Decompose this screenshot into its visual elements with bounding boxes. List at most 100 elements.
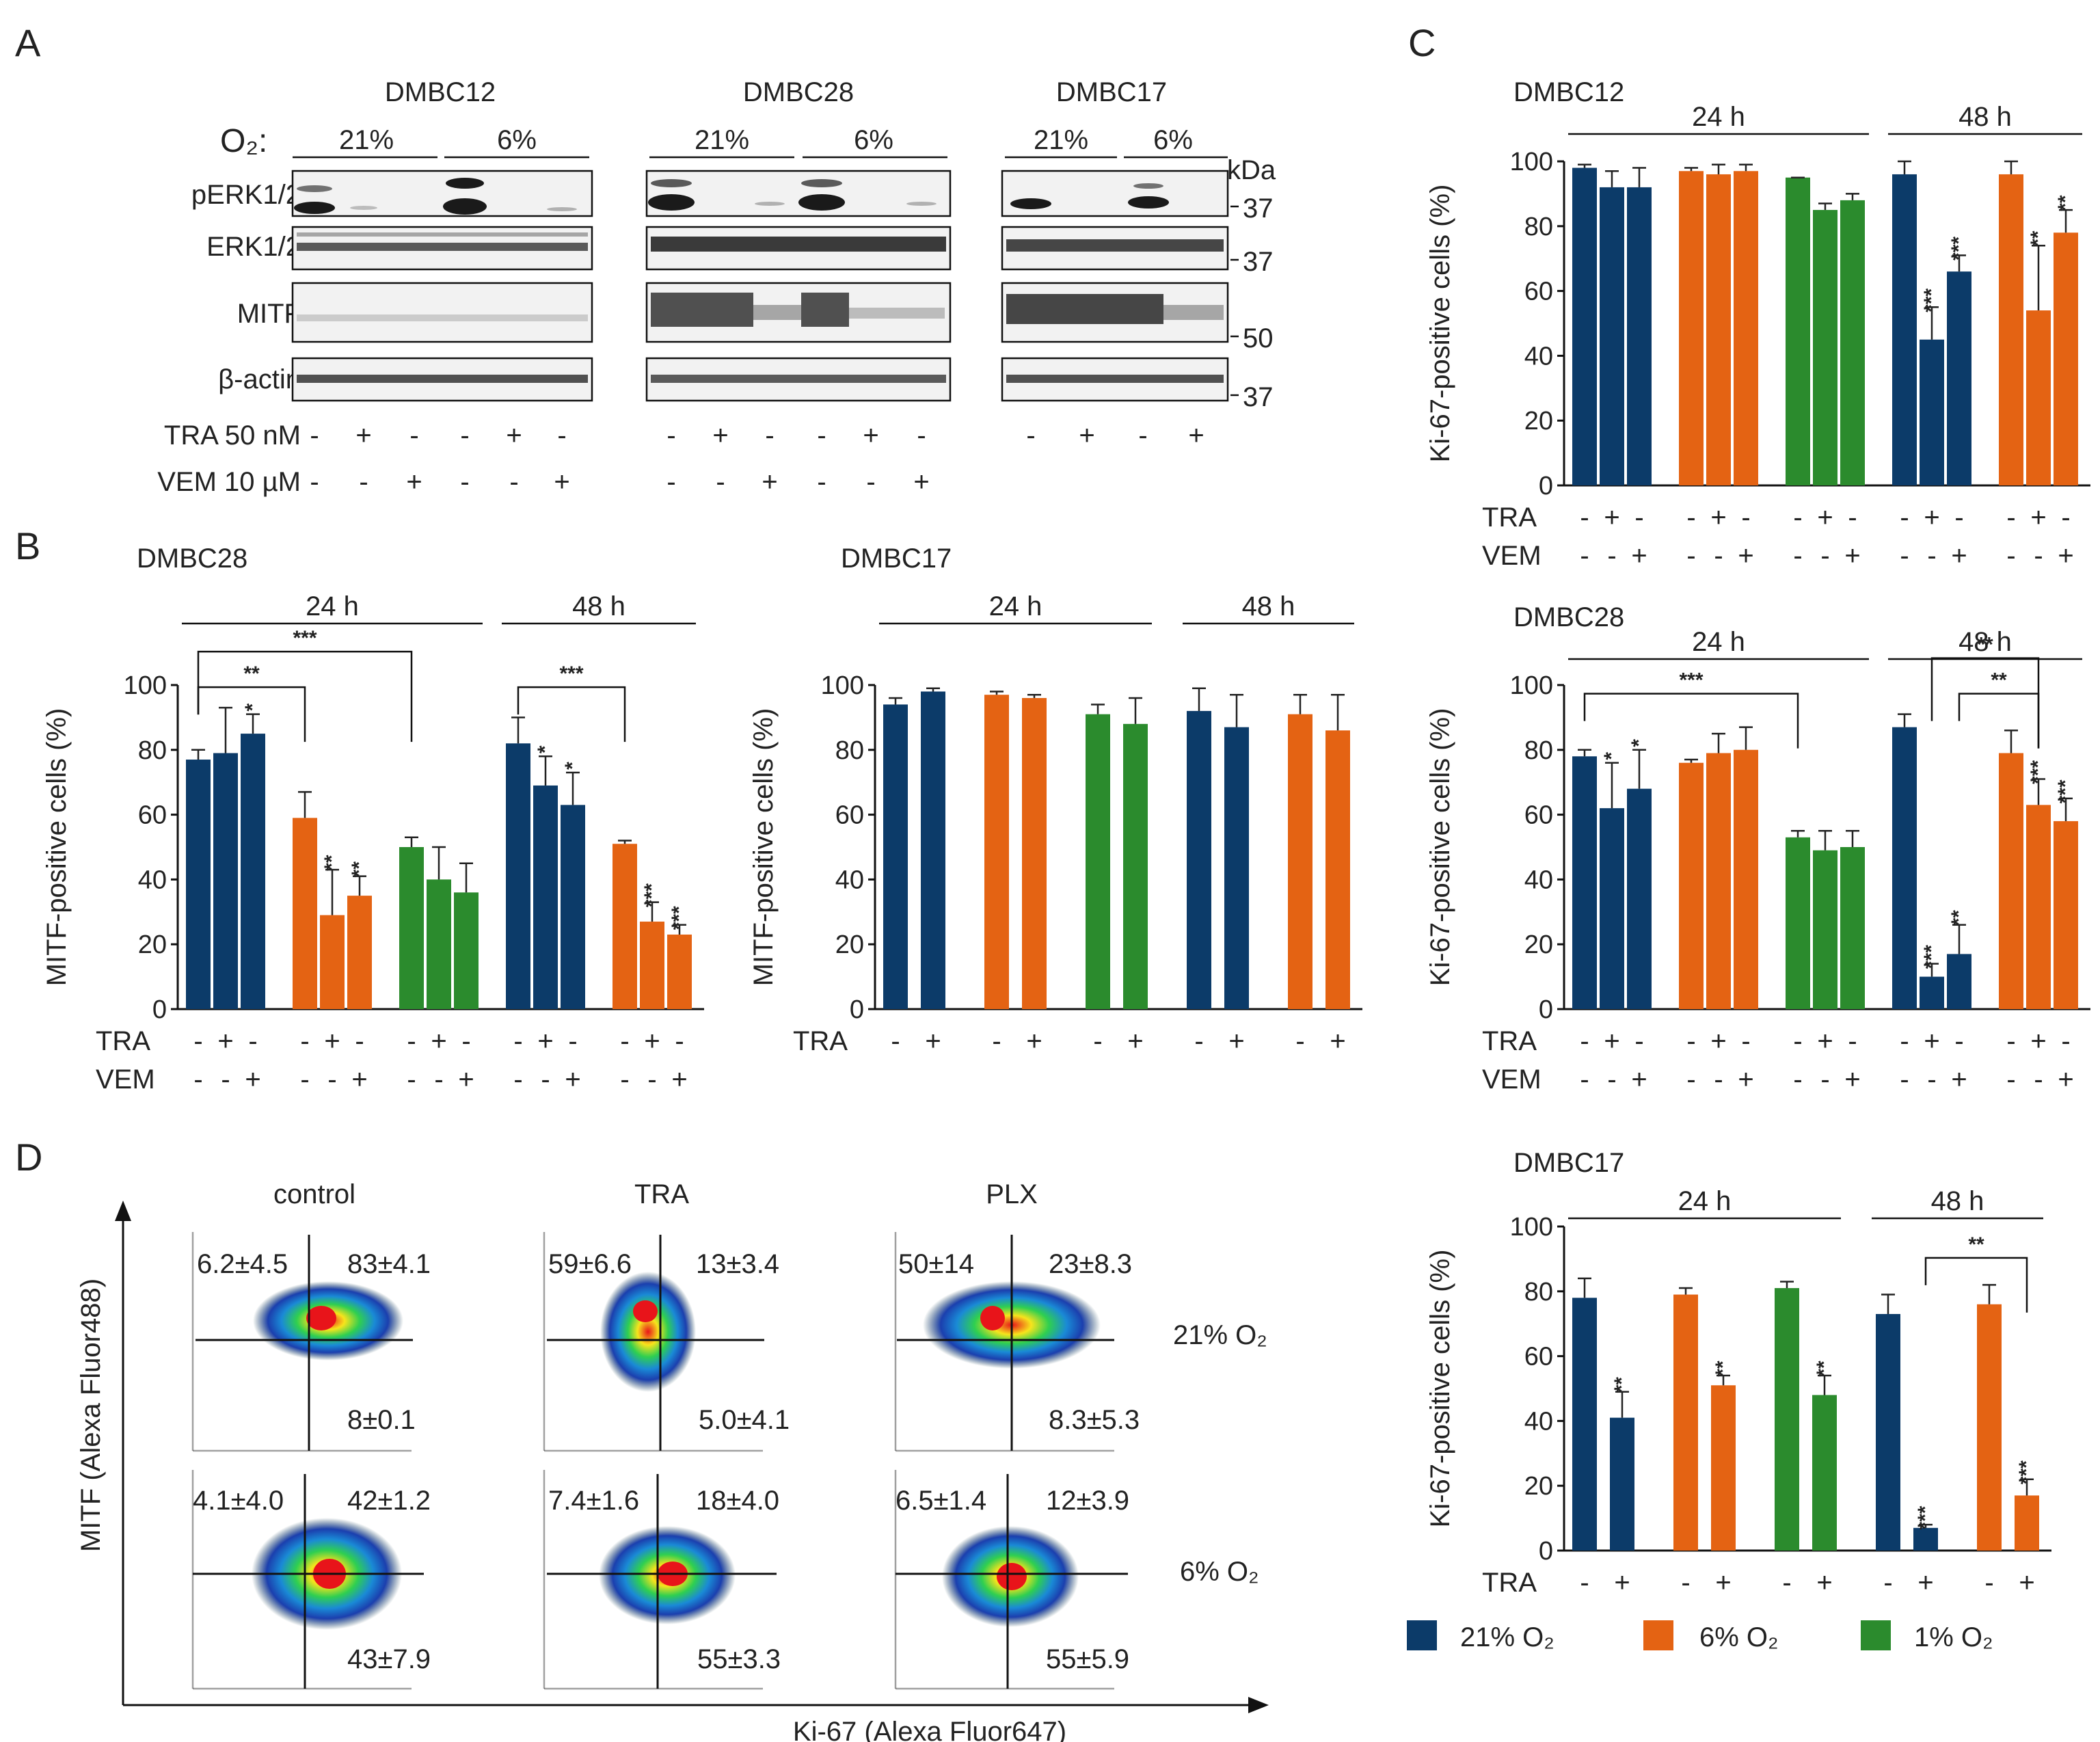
time-header-label: 24 h — [1692, 627, 1745, 657]
treatment-sign: + — [1026, 1026, 1042, 1056]
flow-plot-control-21: 6.2±4.5 83±4.1 8±0.1 — [191, 1232, 431, 1452]
significance-label: * — [1600, 752, 1623, 760]
significance-bracket — [517, 686, 626, 742]
bracket-label: ** — [1977, 634, 1993, 656]
treatment-sign: - — [1793, 1026, 1802, 1056]
blot-dmbc12: DMBC12 21% 6% - + — [291, 77, 593, 497]
tra-dmbc28-1: - — [667, 420, 675, 451]
bar — [1187, 710, 1211, 1009]
quad-ul-control-21: 6.2±4.5 — [197, 1249, 288, 1279]
flow-cytometry-panel: Ki-67 (Alexa Fluor647) MITF (Alexa Fluor… — [76, 1179, 1269, 1742]
y-tick-label: 100 — [1510, 671, 1553, 700]
treatment-sign: - — [2061, 1026, 2070, 1056]
treatment-sign: + — [1710, 1026, 1726, 1056]
treatment-sign: + — [351, 1064, 367, 1095]
treatment-sign: - — [891, 1026, 900, 1056]
legend-swatch-21 — [1407, 1620, 1437, 1650]
significance-label: *** — [2054, 779, 2077, 803]
bar-chart-b-dmbc28: DMBC28 0 20 40 60 80 100 MITF-positive cells (%… — [42, 544, 704, 1095]
treatment-sign: + — [2058, 1064, 2073, 1095]
significance-label: ** — [2027, 230, 2049, 247]
treatment-sign: - — [541, 1064, 550, 1095]
treatment-row-label: TRA — [1482, 1026, 1537, 1056]
tra-dmbc12-2: + — [355, 420, 371, 451]
flow-x-arrow — [1248, 1697, 1269, 1713]
vem-dmbc12-3: + — [406, 467, 422, 497]
vem-dmbc12-4: - — [460, 467, 469, 497]
quad-lr-tra-6: 55±3.3 — [697, 1644, 781, 1674]
significance-bracket — [1958, 693, 2040, 749]
row-label-mitf: MITF — [237, 299, 301, 329]
bar — [1913, 1527, 1938, 1551]
treatment-row-label: VEM — [1482, 1064, 1542, 1095]
treatment-sign: - — [2006, 541, 2015, 571]
significance-label: * — [1628, 739, 1650, 747]
tra-dmbc17-3: - — [1138, 420, 1147, 451]
treatment-sign: - — [1820, 1064, 1829, 1095]
bar — [1892, 727, 1917, 1009]
cond-21-dmbc12: 21% — [339, 125, 394, 155]
bar-chart-c-dmbc12: DMBC12 0 20 40 60 80 100 Ki-67-positive cells (… — [1425, 77, 2090, 571]
bar — [1627, 187, 1652, 485]
y-tick-label: 40 — [1524, 866, 1553, 894]
treatment-sign: + — [1924, 502, 1939, 533]
bar — [1947, 954, 1971, 1009]
treatment-sign: - — [1714, 1064, 1723, 1095]
bar — [1775, 1288, 1799, 1551]
treatment-sign: + — [431, 1026, 446, 1056]
panel-label-c: C — [1408, 21, 1436, 64]
blot-title-dmbc17: DMBC17 — [1056, 77, 1167, 107]
tra-dmbc28-2: + — [712, 420, 728, 451]
treatment-sign: - — [1848, 1026, 1857, 1056]
bar — [1999, 753, 2023, 1009]
bar-chart-b-dmbc17: DMBC17 0 20 40 60 80 100 MITF-positive cells (%… — [749, 544, 1362, 1056]
bar — [1572, 756, 1597, 1009]
significance-label: ** — [321, 855, 343, 871]
significance-bracket — [1583, 693, 1799, 749]
quad-lr-tra-21: 5.0±4.1 — [699, 1405, 790, 1435]
flow-col-tra: TRA — [634, 1179, 689, 1209]
treatment-sign: + — [644, 1026, 660, 1056]
quad-ur-tra-6: 18±4.0 — [696, 1486, 779, 1516]
quad-ul-tra-21: 59±6.6 — [548, 1249, 632, 1279]
bar — [241, 734, 265, 1009]
bar — [1920, 339, 1944, 485]
treatment-sign: + — [1604, 1026, 1619, 1056]
bar — [1977, 1304, 2002, 1551]
bar — [2026, 310, 2051, 485]
vem-dmbc28-5: - — [866, 467, 875, 497]
bar — [1679, 762, 1704, 1009]
treatment-sign: - — [1580, 502, 1589, 533]
treatment-sign: - — [327, 1064, 336, 1095]
bar — [1288, 714, 1312, 1009]
time-header-label: 24 h — [306, 591, 359, 621]
treatment-sign: - — [1580, 1064, 1589, 1095]
treatment-row-label: TRA — [96, 1026, 150, 1056]
treatment-sign: + — [1330, 1026, 1345, 1056]
treatment-sign: + — [1710, 502, 1726, 533]
quad-lr-control-21: 8±0.1 — [347, 1405, 416, 1435]
treatment-sign: - — [620, 1064, 629, 1095]
treatment-sign: + — [1817, 1026, 1833, 1056]
treatment-sign: + — [1951, 541, 1967, 571]
treatment-sign: - — [647, 1064, 656, 1095]
mw-markers: 37 37 50 37 — [1230, 193, 1274, 412]
y-tick-label: 20 — [1524, 1472, 1553, 1501]
bar — [1999, 174, 2023, 485]
y-tick-label: 80 — [835, 736, 864, 765]
treatment-sign: + — [1844, 1064, 1860, 1095]
treatment-sign: - — [1686, 1064, 1695, 1095]
bar — [454, 892, 479, 1009]
significance-label: *** — [2027, 760, 2049, 784]
treatment-sign: - — [1900, 1026, 1909, 1056]
treatment-sign: - — [407, 1026, 416, 1056]
significance-label: *** — [1914, 1505, 1937, 1529]
treatment-sign: - — [2034, 541, 2043, 571]
bar — [213, 753, 238, 1009]
cond-6-dmbc17: 6% — [1153, 125, 1193, 155]
bar — [1813, 210, 1838, 485]
treatment-sign: + — [2030, 502, 2046, 533]
bar — [533, 785, 558, 1009]
bar — [427, 879, 451, 1009]
mw-37-b: 37 — [1243, 247, 1274, 277]
